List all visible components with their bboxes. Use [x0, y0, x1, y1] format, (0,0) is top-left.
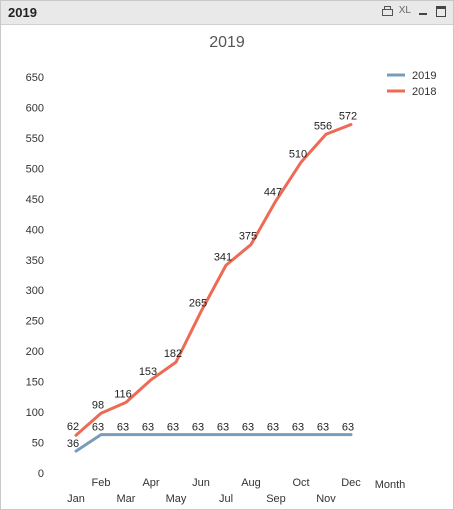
data-label: 510: [289, 148, 307, 160]
x-tick-label: Jul: [219, 493, 233, 505]
y-tick-label: 200: [26, 346, 44, 358]
export-excel-button[interactable]: XL: [398, 5, 411, 16]
series-line-2019: [74, 433, 353, 453]
data-label: 63: [92, 422, 104, 434]
y-tick-label: 650: [26, 72, 44, 84]
minimize-icon[interactable]: [417, 4, 429, 18]
y-tick-label: 550: [26, 133, 44, 145]
x-tick-label: Aug: [241, 477, 261, 489]
maximize-icon[interactable]: [435, 4, 447, 18]
y-tick-label: 300: [26, 285, 44, 297]
data-label: 98: [92, 399, 104, 411]
x-tick-label: May: [166, 493, 187, 505]
series-lines: [74, 123, 353, 453]
print-icon[interactable]: [381, 4, 393, 18]
data-label: 153: [139, 366, 157, 378]
y-axis-ticks: 0 50 100 150 200 250 300 350 400 450 500 550 600 650: [26, 72, 44, 480]
data-label: 182: [164, 348, 182, 360]
x-tick-label: Feb: [92, 477, 111, 489]
caption-title: 2019: [8, 5, 37, 20]
data-label: 341: [214, 251, 232, 263]
chart-title: 2019: [209, 34, 245, 51]
data-label: 63: [342, 422, 354, 434]
data-label: 63: [192, 422, 204, 434]
data-label: 556: [314, 120, 332, 132]
data-label: 63: [242, 422, 254, 434]
x-tick-label: Sep: [266, 493, 286, 505]
legend: 2019 2018: [387, 70, 436, 98]
data-label: 62: [67, 421, 79, 433]
y-tick-label: 100: [26, 407, 44, 419]
y-tick-label: 500: [26, 163, 44, 175]
caption-icons: XL: [381, 4, 447, 18]
data-label: 63: [167, 422, 179, 434]
y-tick-label: 400: [26, 224, 44, 236]
x-tick-label: Oct: [292, 477, 309, 489]
data-label: 375: [239, 231, 257, 243]
x-tick-label: Jan: [67, 493, 85, 505]
y-tick-label: 450: [26, 194, 44, 206]
x-tick-label: Jun: [192, 477, 210, 489]
line-chart: 2019 Month 0 50 100 150 200 250 300 350 400 450 50…: [26, 34, 437, 505]
data-label: 63: [317, 422, 329, 434]
data-labels: 36 63 63 63 63 63 63 63 63 63 63 63 62 98 116 153 182 265…: [67, 111, 357, 451]
data-label: 116: [114, 388, 132, 400]
data-label: 572: [339, 111, 357, 123]
caption-bar: 2019 XL: [1, 1, 453, 25]
x-tick-label: Apr: [142, 477, 159, 489]
x-axis-ticks: Jan Feb Mar Apr May Jun Jul Aug Sep Oct Nov Dec: [67, 477, 361, 505]
data-label: 63: [117, 422, 129, 434]
series-line-2018: [74, 123, 353, 437]
x-axis-title: Month: [375, 479, 406, 491]
y-tick-label: 600: [26, 102, 44, 114]
data-label: 447: [264, 187, 282, 199]
x-tick-label: Dec: [341, 477, 361, 489]
y-tick-label: 50: [32, 438, 44, 450]
y-tick-label: 250: [26, 316, 44, 328]
legend-label: 2018: [412, 86, 436, 98]
data-label: 63: [267, 422, 279, 434]
legend-label: 2019: [412, 70, 436, 82]
data-label: 63: [142, 422, 154, 434]
data-label: 265: [189, 298, 207, 310]
data-label: 36: [67, 438, 79, 450]
y-tick-label: 350: [26, 255, 44, 267]
x-tick-label: Mar: [117, 493, 136, 505]
data-label: 63: [217, 422, 229, 434]
x-tick-label: Nov: [316, 493, 336, 505]
data-label: 63: [292, 422, 304, 434]
y-tick-label: 0: [38, 468, 44, 480]
y-tick-label: 150: [26, 377, 44, 389]
